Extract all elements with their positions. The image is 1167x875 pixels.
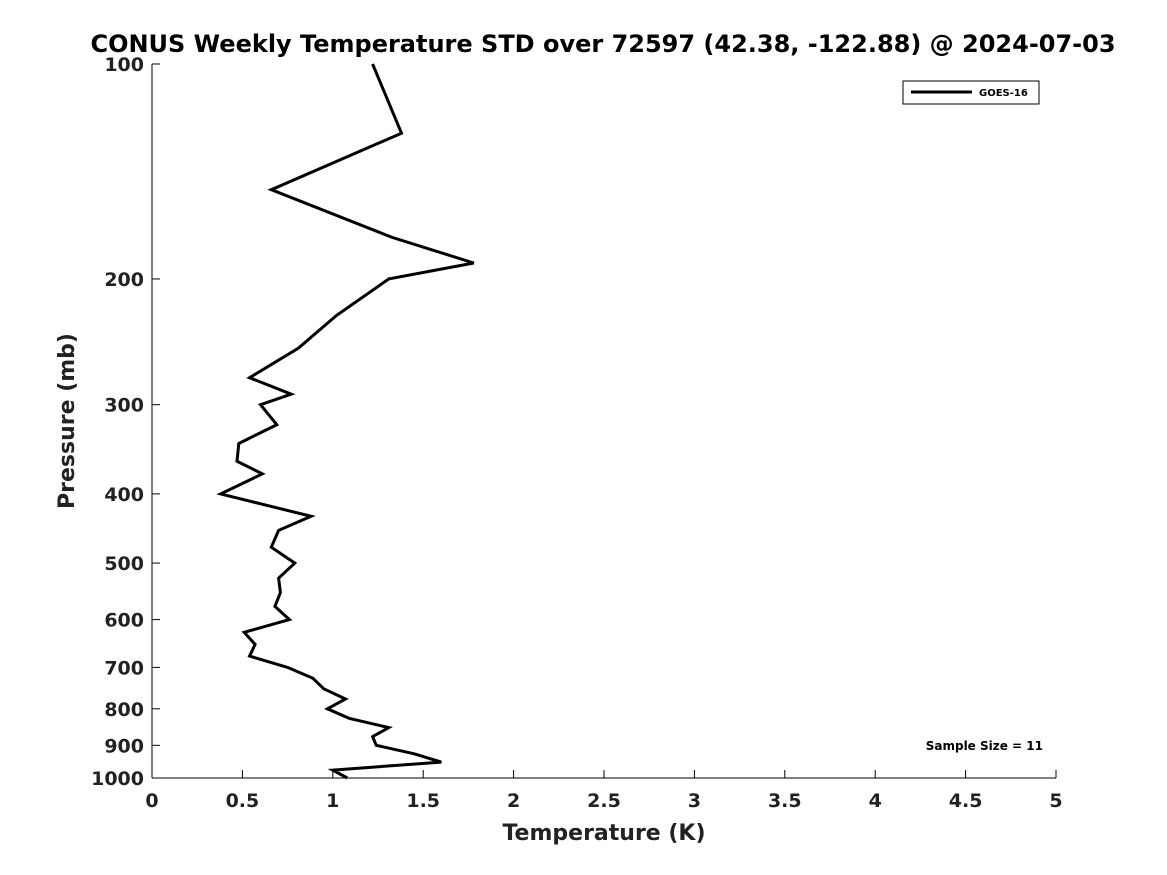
x-tick-label: 2.5 <box>587 790 621 812</box>
series-line-goes-16 <box>216 63 475 780</box>
sample-size-annotation: Sample Size = 11 <box>926 739 1043 753</box>
x-axis-label: Temperature (K) <box>502 821 705 846</box>
x-tick-label: 1 <box>326 790 339 812</box>
chart-title: CONUS Weekly Temperature STD over 72597 … <box>90 30 1115 58</box>
x-tick-label: 4.5 <box>949 790 983 812</box>
y-tick-label: 700 <box>104 657 144 679</box>
y-tick-label: 100 <box>104 54 144 76</box>
x-tick-label: 3 <box>688 790 701 812</box>
y-tick-label: 900 <box>104 735 144 757</box>
x-tick-label: 5 <box>1049 790 1062 812</box>
y-tick-label: 400 <box>104 484 144 506</box>
y-tick-label: 500 <box>104 553 144 575</box>
x-tick-label: 0.5 <box>226 790 260 812</box>
y-axis-ticks: 100 200 300 400 500 600 700 800 900 1000 <box>91 54 160 790</box>
x-axis-ticks: 0 0.5 1 1.5 2 2.5 3 3.5 4 4.5 5 <box>145 770 1063 812</box>
x-tick-label: 3.5 <box>768 790 802 812</box>
x-tick-label: 2 <box>507 790 520 812</box>
x-tick-label: 4 <box>869 790 882 812</box>
x-tick-label: 0 <box>145 790 158 812</box>
y-tick-label: 1000 <box>91 768 144 790</box>
y-tick-label: 300 <box>104 395 144 417</box>
y-tick-label: 200 <box>104 269 144 291</box>
legend-label: GOES-16 <box>979 88 1028 99</box>
y-axis-label: Pressure (mb) <box>55 333 80 509</box>
x-tick-label: 1.5 <box>406 790 440 812</box>
legend: GOES-16 <box>902 80 1040 105</box>
series-layer <box>216 63 475 780</box>
y-tick-label: 800 <box>104 699 144 721</box>
y-tick-label: 600 <box>104 610 144 632</box>
